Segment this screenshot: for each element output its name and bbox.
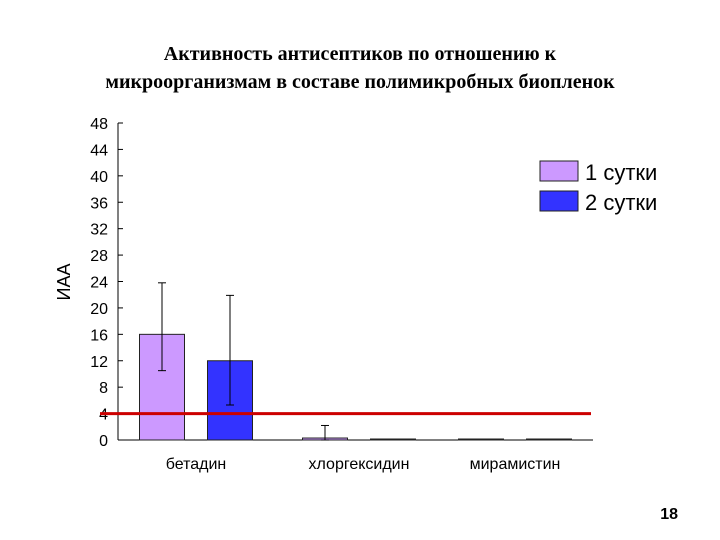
y-tick-label: 32 <box>90 222 108 239</box>
legend-swatch <box>539 160 579 182</box>
legend-swatch <box>539 190 579 212</box>
y-tick-label: 16 <box>90 327 108 344</box>
y-tick-label: 40 <box>90 169 108 186</box>
y-tick-label: 48 <box>90 116 108 133</box>
bar <box>370 438 416 441</box>
y-tick-label: 8 <box>99 380 108 397</box>
bar <box>458 438 504 441</box>
category-label: хлоргексидин <box>309 456 410 473</box>
y-tick-label: 12 <box>90 354 108 371</box>
bar <box>526 438 572 441</box>
y-tick-label: 44 <box>90 142 108 159</box>
legend-label: 1 сутки <box>585 160 657 185</box>
category-label: бетадин <box>166 456 227 473</box>
y-axis-label: ИАА <box>54 264 74 301</box>
slide-title-line2: микроорганизмам в составе полимикробных … <box>105 71 615 93</box>
y-tick-label: 36 <box>90 195 108 212</box>
category-label: мирамистин <box>470 456 561 473</box>
page-number: 18 <box>660 506 678 523</box>
y-tick-label: 20 <box>90 301 108 318</box>
y-tick-label: 28 <box>90 248 108 265</box>
legend-label: 2 сутки <box>585 190 657 215</box>
bar <box>139 333 185 441</box>
slide-title-line1: Активность антисептиков по отношению к <box>163 43 557 65</box>
y-tick-label: 0 <box>99 433 108 450</box>
slide-title: Активность антисептиков по отношению к м… <box>0 40 720 96</box>
y-tick-label: 24 <box>90 275 108 292</box>
